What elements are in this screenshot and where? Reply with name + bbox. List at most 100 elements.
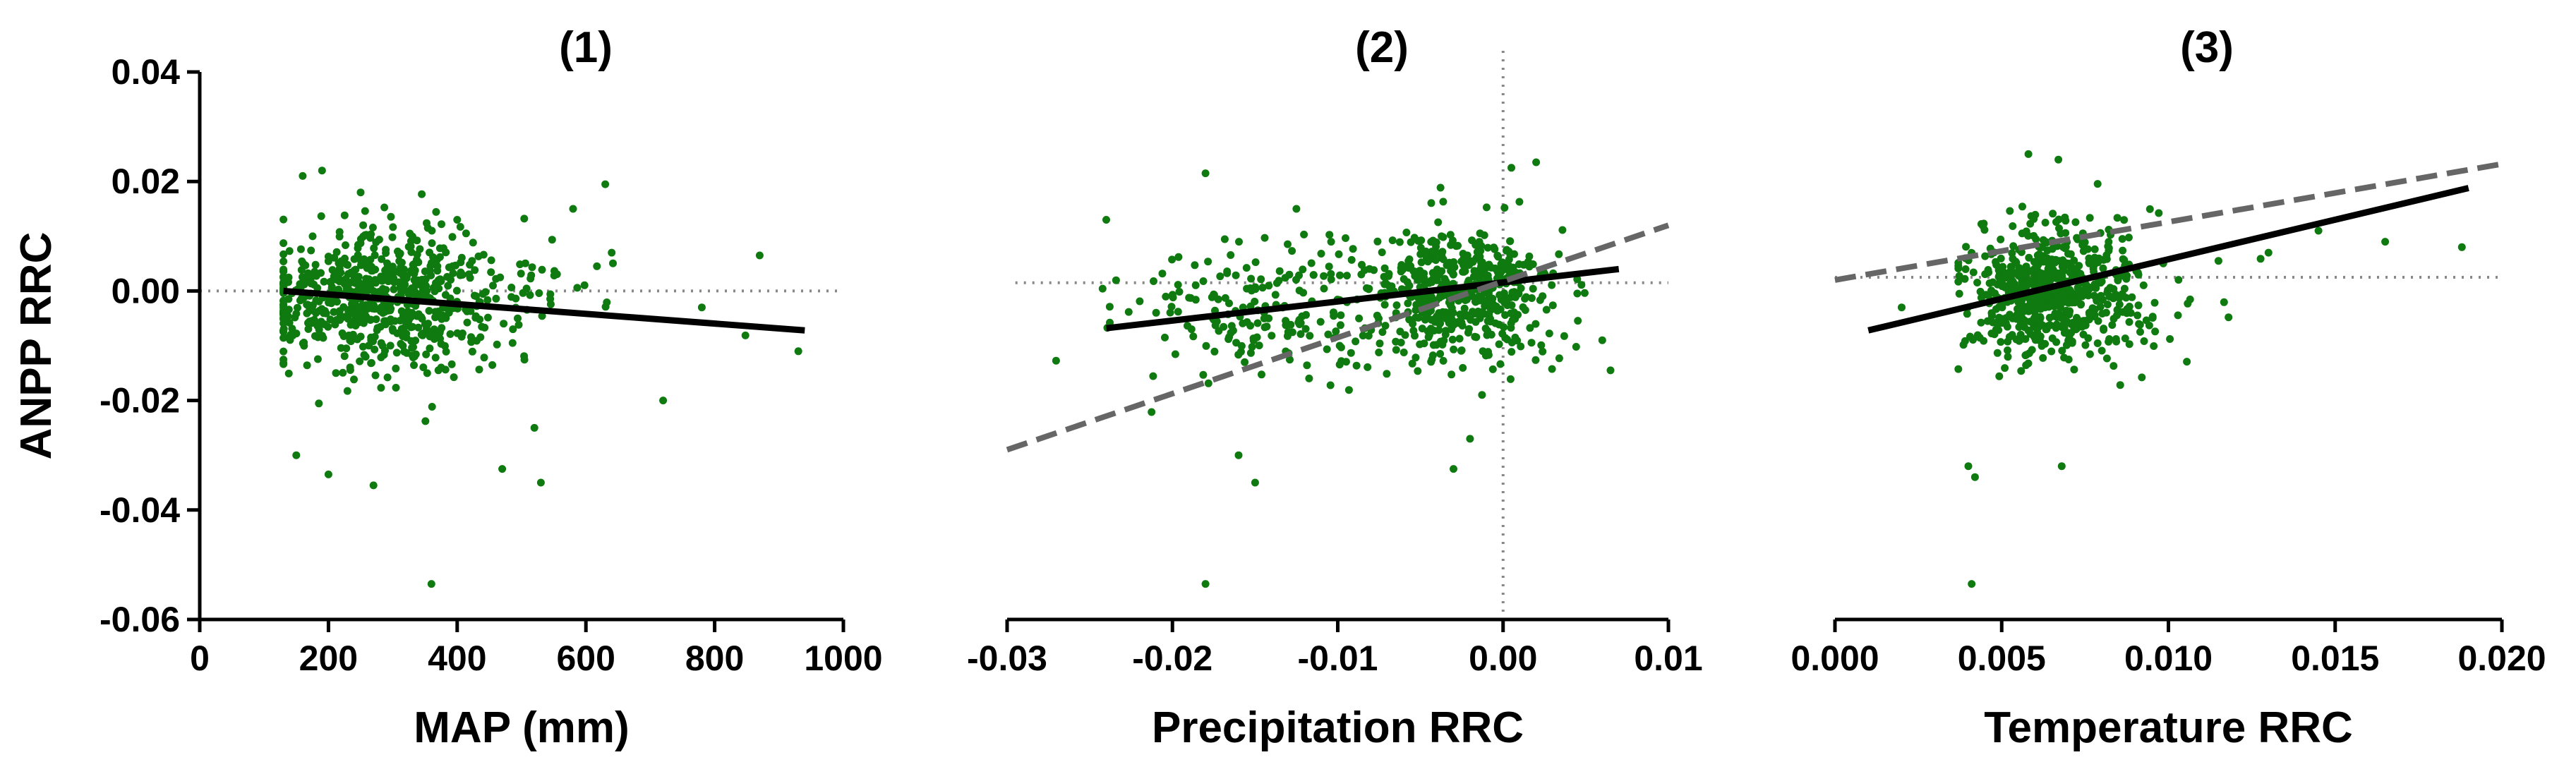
data-point — [377, 303, 385, 311]
data-point — [2109, 362, 2118, 370]
data-point — [359, 221, 368, 229]
data-point — [434, 366, 443, 375]
data-point — [2052, 255, 2060, 264]
data-point — [1161, 333, 1169, 341]
data-point — [1995, 372, 2004, 380]
data-point — [346, 366, 354, 374]
data-point — [332, 369, 340, 377]
data-point — [1239, 319, 1247, 327]
data-point — [1606, 366, 1615, 375]
data-point — [1335, 250, 1343, 258]
data-point — [1246, 349, 1255, 357]
data-point — [1149, 372, 1157, 380]
data-point — [1336, 321, 1344, 329]
x-tick-label: 0.020 — [2457, 639, 2546, 678]
data-point — [2049, 210, 2057, 218]
data-point — [1488, 365, 1497, 373]
data-point — [2045, 313, 2054, 322]
data-point — [1450, 263, 1459, 272]
data-point — [1992, 305, 2000, 313]
data-point — [1417, 258, 1426, 267]
data-point — [1355, 314, 1364, 322]
data-point — [1548, 365, 1556, 373]
data-point — [279, 258, 288, 265]
data-point — [2136, 327, 2144, 336]
y-axis-title: ANPP RRC — [12, 232, 61, 460]
data-point — [487, 268, 495, 277]
data-point — [320, 277, 328, 286]
data-point — [1378, 248, 1386, 257]
data-point — [413, 236, 421, 245]
data-point — [2079, 330, 2088, 339]
data-point — [528, 263, 536, 272]
data-point — [465, 270, 473, 279]
data-point — [1990, 330, 1999, 339]
data-point — [2009, 242, 2018, 250]
data-point — [2071, 266, 2080, 274]
data-point — [1395, 238, 1404, 246]
y-tick-label: -0.02 — [100, 381, 180, 421]
data-point — [483, 313, 492, 322]
data-point — [2002, 314, 2010, 322]
data-point — [2148, 313, 2157, 321]
data-point — [303, 361, 311, 370]
data-point — [285, 247, 294, 255]
data-point — [1251, 258, 1260, 267]
data-point — [1336, 271, 1344, 279]
data-point — [1427, 199, 1436, 207]
data-point — [292, 451, 301, 459]
data-point — [2166, 335, 2174, 343]
data-point — [468, 257, 476, 265]
data-point — [425, 307, 433, 315]
data-point — [1574, 317, 1582, 325]
data-point — [2105, 335, 2114, 343]
data-point — [2057, 229, 2065, 238]
data-point — [2145, 205, 2154, 213]
data-point — [1993, 349, 2002, 357]
data-point — [2060, 329, 2069, 337]
data-point — [1428, 236, 1437, 245]
data-point — [413, 312, 421, 320]
data-point — [427, 580, 435, 588]
data-point — [279, 300, 288, 308]
data-point — [1998, 303, 2006, 312]
data-point — [1255, 341, 1263, 350]
data-point — [2058, 346, 2066, 355]
data-point — [344, 315, 352, 323]
data-point — [609, 259, 617, 267]
data-point — [332, 248, 341, 256]
data-point — [608, 248, 616, 257]
data-point — [1191, 261, 1199, 270]
data-point — [1476, 314, 1484, 322]
data-point — [315, 399, 323, 408]
data-point — [1517, 342, 1525, 351]
data-point — [2039, 353, 2047, 362]
data-point — [1483, 317, 1492, 325]
data-point — [2052, 218, 2060, 226]
data-point — [2093, 180, 2102, 188]
data-point — [279, 360, 288, 368]
data-point — [2109, 285, 2118, 294]
data-point — [1521, 306, 1529, 314]
data-point — [423, 224, 432, 232]
data-point — [456, 223, 464, 231]
data-point — [2081, 238, 2089, 246]
data-point — [794, 347, 802, 356]
x-tick-label: 0.015 — [2291, 639, 2379, 678]
data-point — [419, 363, 428, 372]
data-point — [2041, 219, 2050, 226]
data-point — [1210, 347, 1219, 356]
data-point — [2085, 315, 2093, 324]
data-point — [1392, 346, 1400, 354]
data-point — [284, 306, 293, 314]
data-point — [279, 334, 288, 342]
data-point — [1294, 318, 1303, 327]
data-point — [442, 248, 450, 257]
data-point — [2069, 318, 2077, 327]
data-point — [383, 373, 392, 382]
data-point — [2119, 246, 2127, 255]
data-point — [1248, 343, 1256, 351]
data-point — [447, 360, 456, 368]
data-point — [1201, 169, 1210, 178]
data-point — [363, 264, 371, 272]
